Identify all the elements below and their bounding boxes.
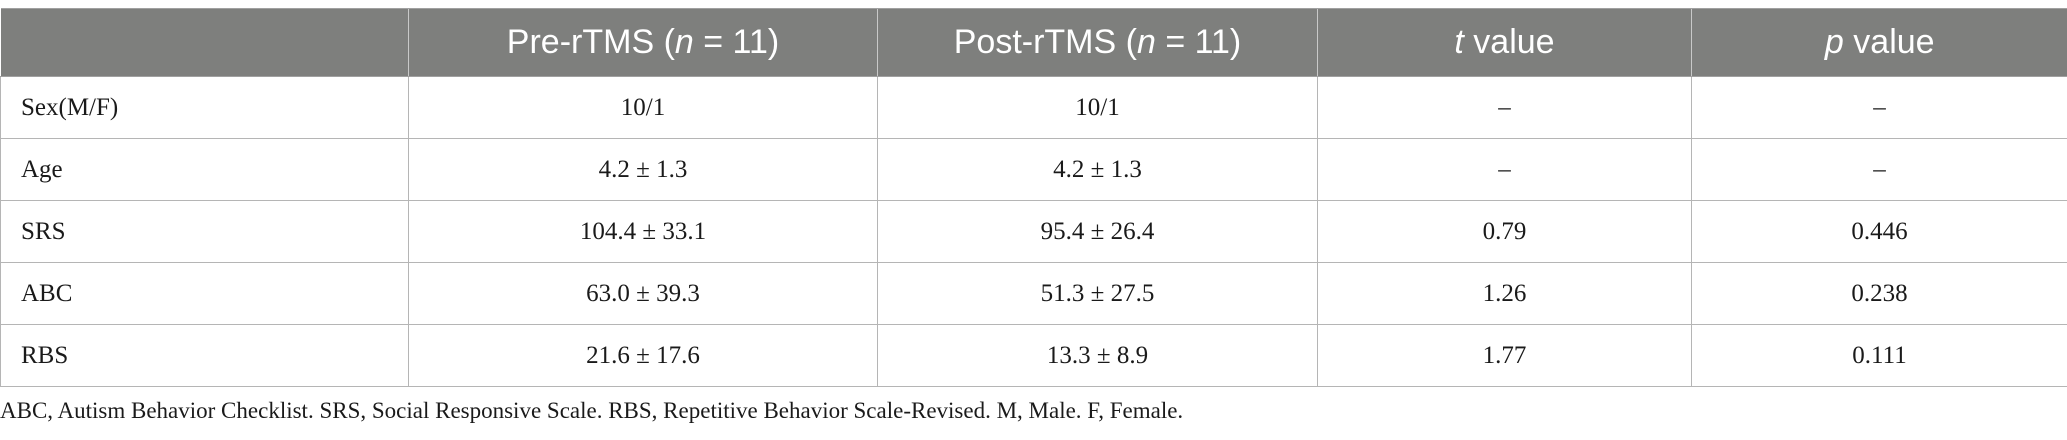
row-label: Sex(M/F) — [0, 76, 409, 139]
header-cell-post-rtms: Post-rTMS (n = 11) — [877, 8, 1318, 77]
row-label: SRS — [0, 200, 409, 263]
post-rtms-cell: 10/1 — [877, 76, 1318, 139]
p-value-cell: – — [1691, 138, 2067, 201]
t-value-cell: – — [1317, 138, 1692, 201]
p-value-cell: 0.446 — [1691, 200, 2067, 263]
header-pre-rtms-count: = 11) — [693, 23, 780, 61]
header-row: Pre-rTMS (n = 11) Post-rTMS (n = 11) t v… — [0, 8, 2067, 77]
t-value-cell: – — [1317, 76, 1692, 139]
pre-rtms-cell: 63.0 ± 39.3 — [408, 262, 878, 325]
table-row: RBS 21.6 ± 17.6 13.3 ± 8.9 1.77 0.111 — [0, 324, 2067, 387]
row-label: ABC — [0, 262, 409, 325]
pre-rtms-cell: 21.6 ± 17.6 — [408, 324, 878, 387]
t-value-cell: 1.26 — [1317, 262, 1692, 325]
pre-rtms-cell: 104.4 ± 33.1 — [408, 200, 878, 263]
p-value-cell: 0.238 — [1691, 262, 2067, 325]
post-rtms-cell: 51.3 ± 27.5 — [877, 262, 1318, 325]
table-row: ABC 63.0 ± 39.3 51.3 ± 27.5 1.26 0.238 — [0, 262, 2067, 325]
post-rtms-cell: 13.3 ± 8.9 — [877, 324, 1318, 387]
header-cell-t-value: t value — [1317, 8, 1692, 77]
pre-rtms-cell: 10/1 — [408, 76, 878, 139]
header-pre-rtms-text: Pre-rTMS ( — [506, 23, 675, 61]
header-pre-rtms-n: n — [674, 23, 694, 61]
header-post-rtms-text: Post-rTMS ( — [953, 23, 1137, 61]
header-post-rtms-count: = 11) — [1155, 23, 1242, 61]
p-value-cell: – — [1691, 76, 2067, 139]
p-value-cell: 0.111 — [1691, 324, 2067, 387]
header-p-var: p — [1824, 23, 1844, 61]
data-table: Pre-rTMS (n = 11) Post-rTMS (n = 11) t v… — [0, 8, 2067, 387]
header-cell-label — [0, 8, 409, 77]
header-t-var: t — [1454, 23, 1464, 61]
row-label: RBS — [0, 324, 409, 387]
data-table-container: Pre-rTMS (n = 11) Post-rTMS (n = 11) t v… — [0, 8, 2067, 387]
t-value-cell: 0.79 — [1317, 200, 1692, 263]
table-row: Sex(M/F) 10/1 10/1 – – — [0, 76, 2067, 139]
header-t-text: value — [1463, 23, 1555, 61]
post-rtms-cell: 4.2 ± 1.3 — [877, 138, 1318, 201]
t-value-cell: 1.77 — [1317, 324, 1692, 387]
header-cell-pre-rtms: Pre-rTMS (n = 11) — [408, 8, 878, 77]
pre-rtms-cell: 4.2 ± 1.3 — [408, 138, 878, 201]
header-cell-p-value: p value — [1691, 8, 2067, 77]
row-label: Age — [0, 138, 409, 201]
post-rtms-cell: 95.4 ± 26.4 — [877, 200, 1318, 263]
table-row: Age 4.2 ± 1.3 4.2 ± 1.3 – – — [0, 138, 2067, 201]
header-post-rtms-n: n — [1136, 23, 1156, 61]
table-footnote: ABC, Autism Behavior Checklist. SRS, Soc… — [0, 398, 1184, 423]
table-row: SRS 104.4 ± 33.1 95.4 ± 26.4 0.79 0.446 — [0, 200, 2067, 263]
header-p-text: value — [1843, 23, 1935, 61]
